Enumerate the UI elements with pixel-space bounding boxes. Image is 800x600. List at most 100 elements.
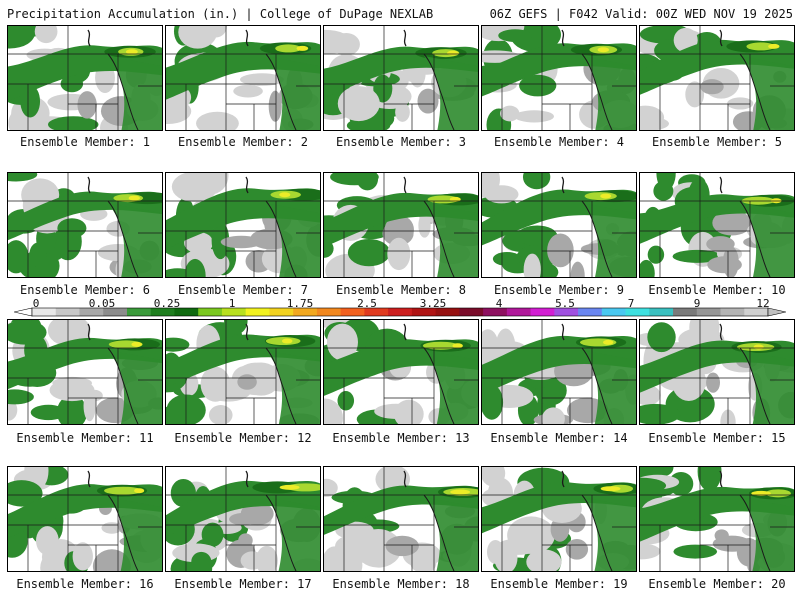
ensemble-member-map xyxy=(7,466,163,572)
ensemble-member-label: Ensemble Member: 10 xyxy=(648,283,786,297)
colorbar-tick-label: 0.25 xyxy=(153,297,181,310)
colorbar-tick-label: 9 xyxy=(693,297,701,310)
colorbar-swatch xyxy=(174,308,199,316)
ensemble-member-label: Ensemble Member: 6 xyxy=(19,283,151,297)
colorbar-swatch xyxy=(126,308,152,316)
colorbar-swatch xyxy=(221,308,247,316)
colorbar-swatch xyxy=(601,308,626,316)
ensemble-member-map xyxy=(165,25,321,131)
colorbar-swatch xyxy=(625,308,650,316)
colorbar-swatch xyxy=(411,308,437,316)
ensemble-member-map xyxy=(639,466,795,572)
ensemble-member-map xyxy=(7,25,163,131)
colorbar-swatch xyxy=(364,308,389,316)
precipitation-map xyxy=(166,26,320,130)
colorbar-swatch xyxy=(720,308,745,316)
ensemble-member-label: Ensemble Member: 19 xyxy=(490,577,628,591)
precipitation-map xyxy=(324,320,478,424)
colorbar-tick-label: 1.75 xyxy=(286,297,314,310)
map-title: Precipitation Accumulation (in.) | Colle… xyxy=(7,7,434,21)
ensemble-member-label: Ensemble Member: 9 xyxy=(493,283,625,297)
colorbar-swatch xyxy=(435,308,460,316)
colorbar-swatch xyxy=(340,308,365,316)
ensemble-member-map xyxy=(639,172,795,278)
colorbar-swatch xyxy=(673,308,698,316)
colorbar-swatch xyxy=(32,308,57,316)
precipitation-map xyxy=(324,26,478,130)
ensemble-member-label: Ensemble Member: 20 xyxy=(648,577,786,591)
precipitation-map xyxy=(640,320,794,424)
colorbar-tick-label: 7 xyxy=(627,297,635,310)
precipitation-map xyxy=(8,173,162,277)
colorbar-swatch xyxy=(459,308,484,316)
precipitation-map xyxy=(324,467,478,571)
colorbar-tick-label: 0.05 xyxy=(88,297,116,310)
ensemble-member-label: Ensemble Member: 12 xyxy=(174,431,312,445)
ensemble-member-map xyxy=(323,466,479,572)
ensemble-member-map xyxy=(481,172,637,278)
precipitation-map xyxy=(482,320,636,424)
ensemble-member-map xyxy=(481,25,637,131)
ensemble-member-label: Ensemble Member: 3 xyxy=(335,135,467,149)
colorbar-swatch xyxy=(696,308,721,316)
ensemble-member-map xyxy=(165,319,321,425)
precipitation-map xyxy=(166,320,320,424)
colorbar-swatch xyxy=(388,308,413,316)
ensemble-member-map xyxy=(323,319,479,425)
model-run-info: 06Z GEFS | F042 Valid: 00Z WED NOV 19 20… xyxy=(489,7,793,21)
ensemble-member-label: Ensemble Member: 17 xyxy=(174,577,312,591)
precipitation-colorbar xyxy=(14,307,786,317)
colorbar-tick-label: 0 xyxy=(32,297,40,310)
colorbar-tick-label: 3.25 xyxy=(419,297,447,310)
precipitation-map xyxy=(640,467,794,571)
colorbar-tick-label: 2.5 xyxy=(357,297,377,310)
ensemble-member-label: Ensemble Member: 16 xyxy=(16,577,154,591)
ensemble-member-label: Ensemble Member: 7 xyxy=(177,283,309,297)
precipitation-map xyxy=(640,26,794,130)
precipitation-map xyxy=(482,26,636,130)
ensemble-member-map xyxy=(165,466,321,572)
colorbar-swatch xyxy=(79,308,104,316)
precipitation-map xyxy=(8,467,162,571)
precipitation-map xyxy=(640,173,794,277)
ensemble-member-label: Ensemble Member: 13 xyxy=(332,431,470,445)
precipitation-map xyxy=(8,26,162,130)
precipitation-map xyxy=(8,320,162,424)
colorbar-swatch xyxy=(506,308,531,316)
ensemble-member-map xyxy=(481,319,637,425)
colorbar-swatch xyxy=(198,308,223,316)
colorbar-swatch xyxy=(103,308,128,316)
precipitation-map xyxy=(166,173,320,277)
ensemble-member-label: Ensemble Member: 15 xyxy=(648,431,786,445)
colorbar-swatch xyxy=(483,308,508,316)
colorbar-swatch xyxy=(649,308,674,316)
ensemble-member-map xyxy=(165,172,321,278)
colorbar-swatch xyxy=(530,308,555,316)
ensemble-member-label: Ensemble Member: 5 xyxy=(651,135,783,149)
colorbar-tick-label: 4 xyxy=(495,297,503,310)
colorbar-swatch xyxy=(554,308,579,316)
colorbar-swatch xyxy=(578,308,603,316)
ensemble-member-map xyxy=(7,172,163,278)
colorbar-tick-label: 12 xyxy=(756,297,770,310)
colorbar-swatch xyxy=(245,308,270,316)
ensemble-member-map xyxy=(323,172,479,278)
ensemble-member-label: Ensemble Member: 14 xyxy=(490,431,628,445)
ensemble-member-label: Ensemble Member: 18 xyxy=(332,577,470,591)
ensemble-member-label: Ensemble Member: 11 xyxy=(16,431,154,445)
ensemble-member-label: Ensemble Member: 4 xyxy=(493,135,625,149)
ensemble-member-label: Ensemble Member: 2 xyxy=(177,135,309,149)
colorbar-swatch xyxy=(316,308,342,316)
precipitation-map xyxy=(482,467,636,571)
colorbar-tick-label: 5.5 xyxy=(555,297,575,310)
colorbar-swatch xyxy=(269,308,294,316)
precipitation-map xyxy=(482,173,636,277)
colorbar-swatch xyxy=(293,308,318,316)
ensemble-member-map xyxy=(7,319,163,425)
ensemble-member-map xyxy=(639,25,795,131)
ensemble-member-label: Ensemble Member: 8 xyxy=(335,283,467,297)
ensemble-member-map xyxy=(323,25,479,131)
colorbar-swatch xyxy=(55,308,80,316)
colorbar-swatch xyxy=(744,308,769,316)
ensemble-member-map xyxy=(639,319,795,425)
